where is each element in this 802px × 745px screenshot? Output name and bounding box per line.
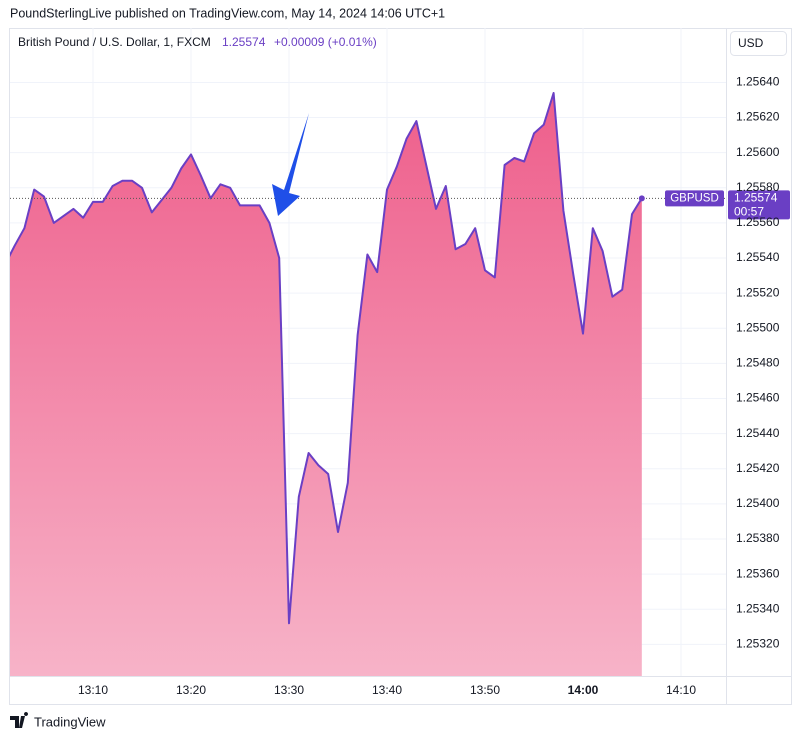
y-tick-label: 1.25540 — [736, 250, 780, 264]
y-tick-label: 1.25400 — [736, 496, 780, 510]
area-fill — [10, 93, 642, 676]
last-point — [638, 195, 645, 202]
y-tick-label: 1.25340 — [736, 601, 780, 615]
y-tick-label: 1.25560 — [736, 215, 780, 229]
x-tick-label: 13:10 — [78, 683, 108, 697]
price-tag-label: 1.25574 — [734, 191, 778, 205]
x-tick-label: 13:50 — [470, 683, 500, 697]
x-tick-label: 14:10 — [666, 683, 696, 697]
x-tick-label: 14:00 — [568, 683, 599, 697]
legend-change: +0.00009 (+0.01%) — [274, 35, 377, 49]
y-tick-label: 1.25620 — [736, 110, 780, 124]
y-tick-label: 1.25320 — [736, 637, 780, 651]
countdown: 00:57 — [734, 205, 764, 219]
arrow-annotation — [272, 113, 309, 216]
currency[interactable]: USD — [738, 36, 764, 50]
x-tick-label: 13:20 — [176, 683, 206, 697]
price-line — [10, 92, 643, 625]
y-tick-label: 1.25380 — [736, 531, 780, 545]
brand: TradingView — [34, 714, 106, 729]
y-tick-label: 1.25460 — [736, 391, 780, 405]
currency-button[interactable] — [730, 31, 787, 56]
y-tick-label: 1.25360 — [736, 566, 780, 580]
price-tag — [728, 190, 790, 220]
header: PoundSterlingLive published on TradingVi… — [10, 6, 445, 20]
y-tick-label: 1.25480 — [736, 356, 780, 370]
y-tick-label: 1.25580 — [736, 180, 780, 194]
y-tick-label: 1.25440 — [736, 426, 780, 440]
symbol-tag — [665, 190, 724, 207]
y-tick-label: 1.25600 — [736, 145, 780, 159]
y-tick-label: 1.25500 — [736, 320, 780, 334]
brand-logo: TradingView — [10, 712, 106, 729]
legend-price: 1.25574 — [222, 35, 266, 49]
symbol-label: GBPUSD — [670, 192, 719, 204]
y-tick-label: 1.25640 — [736, 75, 780, 89]
y-tick-label: 1.25420 — [736, 461, 780, 475]
x-tick-label: 13:40 — [372, 683, 402, 697]
legend-title: British Pound / U.S. Dollar, 1, FXCM — [18, 35, 211, 49]
y-tick-label: 1.25520 — [736, 285, 780, 299]
frame — [9, 28, 792, 705]
x-tick-label: 13:30 — [274, 683, 304, 697]
